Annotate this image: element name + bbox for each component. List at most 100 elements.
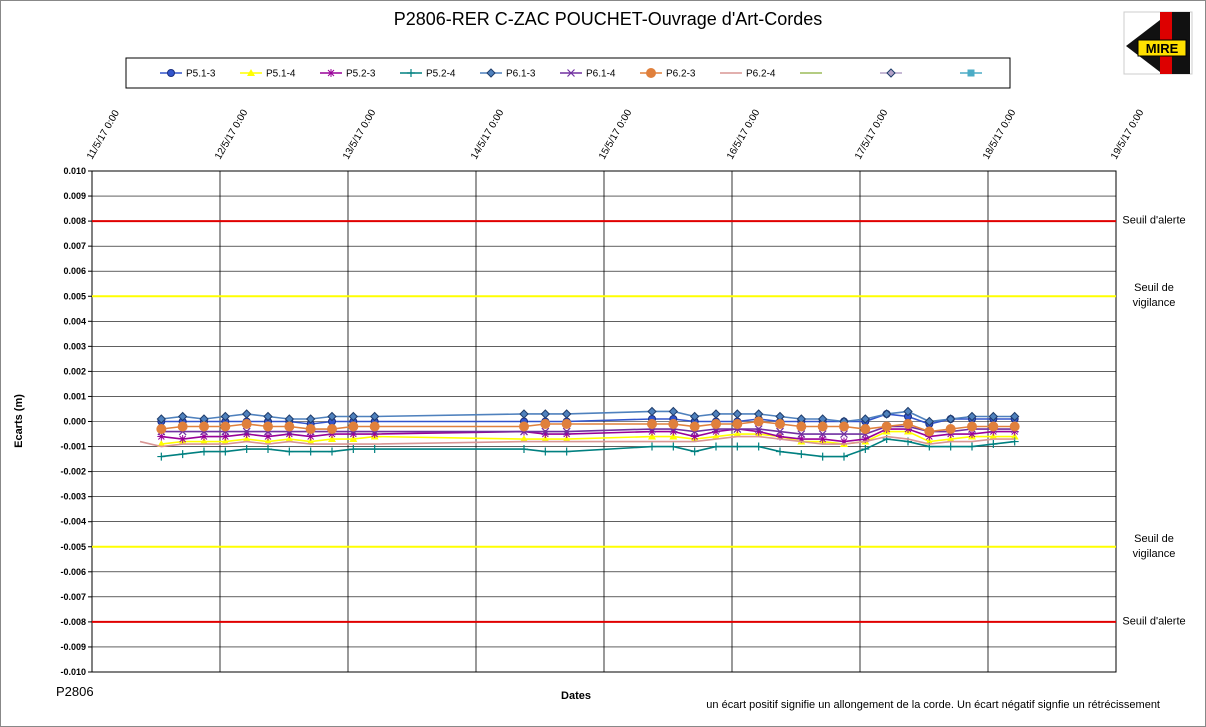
point xyxy=(562,435,571,443)
point xyxy=(167,69,175,77)
point xyxy=(839,421,849,432)
point xyxy=(689,421,700,432)
point xyxy=(989,427,998,436)
point xyxy=(177,421,188,432)
point xyxy=(1010,437,1019,446)
y-tick-label: 0.003 xyxy=(63,341,86,351)
point xyxy=(646,68,656,78)
y-axis-label: Ecarts (m) xyxy=(13,394,25,448)
point xyxy=(797,450,806,459)
legend-marker xyxy=(486,68,496,78)
point xyxy=(945,414,956,424)
point xyxy=(712,442,720,451)
y-tick-label: 0.006 xyxy=(63,266,86,276)
point xyxy=(369,411,380,422)
point xyxy=(861,445,870,454)
point xyxy=(562,430,571,439)
point xyxy=(690,432,699,441)
legend-marker xyxy=(407,69,415,77)
point xyxy=(946,435,955,443)
point xyxy=(349,435,358,443)
point xyxy=(754,425,763,433)
point xyxy=(200,432,208,441)
point xyxy=(669,442,678,451)
point xyxy=(157,452,166,461)
point xyxy=(1009,411,1020,422)
point xyxy=(968,430,976,439)
point xyxy=(263,411,273,422)
legend-label: P5.1-3 xyxy=(186,69,216,80)
threshold-label: Seuil d'alerte xyxy=(1122,615,1186,628)
point xyxy=(988,421,999,432)
series-line xyxy=(161,430,1015,445)
point xyxy=(946,430,955,439)
point xyxy=(925,432,934,441)
point xyxy=(541,427,550,436)
point xyxy=(967,411,977,422)
y-tick-label: -0.007 xyxy=(60,592,86,602)
point xyxy=(776,427,784,436)
point xyxy=(285,435,294,443)
chart-title: P2806-RER C-ZAC POUCHET-Ouvrage d'Art-Co… xyxy=(394,9,823,29)
point xyxy=(519,421,529,432)
point xyxy=(818,452,827,461)
y-tick-label: -0.003 xyxy=(60,492,86,502)
point xyxy=(840,437,848,446)
legend-marker xyxy=(167,69,175,77)
point xyxy=(924,426,935,437)
y-tick-label: 0.001 xyxy=(63,391,86,401)
y-tick-label: -0.009 xyxy=(60,642,86,652)
point xyxy=(221,447,230,456)
legend-label: P5.2-3 xyxy=(346,69,376,80)
point xyxy=(199,421,209,432)
point xyxy=(561,409,572,419)
point xyxy=(284,421,295,432)
point xyxy=(818,435,827,444)
point xyxy=(818,430,827,438)
threshold-label: Seuil de vigilance xyxy=(1132,532,1176,560)
point xyxy=(776,447,784,456)
legend-label: P5.1-4 xyxy=(266,69,296,80)
point xyxy=(754,442,763,451)
point xyxy=(796,421,807,432)
point xyxy=(711,409,721,419)
point xyxy=(797,430,806,438)
point xyxy=(220,421,231,432)
y-tick-label: 0.004 xyxy=(63,316,86,326)
point xyxy=(733,430,742,438)
point xyxy=(156,424,167,435)
point xyxy=(753,416,764,427)
point xyxy=(903,406,913,417)
point xyxy=(648,427,656,436)
point xyxy=(989,440,998,449)
point xyxy=(242,430,251,439)
point xyxy=(775,419,785,430)
legend-marker xyxy=(567,69,575,77)
y-tick-label: 0.000 xyxy=(63,417,86,427)
point xyxy=(967,69,975,77)
point xyxy=(712,427,720,436)
point xyxy=(305,414,316,424)
footer-label: P2806 xyxy=(56,684,94,699)
logo: MIRE xyxy=(1123,11,1193,75)
point xyxy=(561,419,572,430)
point xyxy=(1010,427,1019,436)
point xyxy=(306,447,315,456)
point xyxy=(328,430,336,439)
legend-marker xyxy=(247,69,255,76)
threshold-label: Seuil de vigilance xyxy=(1132,282,1176,310)
point xyxy=(668,419,679,430)
point xyxy=(540,419,551,430)
logo-band xyxy=(1137,39,1187,57)
point xyxy=(247,69,255,76)
point xyxy=(242,427,251,436)
point xyxy=(264,445,272,454)
point xyxy=(712,432,720,440)
point xyxy=(178,450,187,459)
point xyxy=(945,424,956,435)
point xyxy=(328,447,336,456)
point xyxy=(285,430,294,439)
point xyxy=(327,411,337,422)
point xyxy=(348,421,359,432)
